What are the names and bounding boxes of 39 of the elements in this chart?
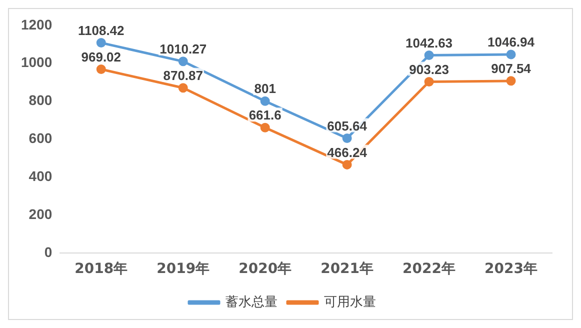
x-tick-label: 2021年 [320, 261, 374, 278]
point [424, 76, 434, 86]
data-label: 1010.27 [160, 41, 207, 56]
point [96, 64, 106, 74]
data-label: 466.24 [327, 144, 368, 160]
point [424, 50, 434, 60]
point [506, 50, 516, 60]
legend-label: 可用水量 [324, 294, 376, 310]
point [260, 96, 270, 106]
point [260, 122, 270, 132]
y-tick-label: 600 [28, 130, 52, 146]
point [178, 83, 188, 93]
y-tick-label: 1200 [20, 16, 52, 32]
data-label: 1108.42 [78, 22, 124, 38]
data-label: 1042.63 [406, 35, 453, 50]
point [178, 56, 188, 66]
y-tick-label: 1000 [20, 54, 52, 70]
y-tick-label: 800 [28, 92, 52, 108]
data-label: 870.87 [163, 68, 203, 83]
data-label: 605.64 [327, 118, 368, 134]
y-tick-label: 400 [28, 168, 52, 184]
data-label: 903.23 [409, 62, 449, 77]
y-tick-label: 200 [28, 206, 52, 222]
data-label: 661.6 [248, 108, 282, 123]
data-label: 1046.94 [488, 34, 536, 50]
point [342, 160, 352, 170]
point [506, 76, 516, 86]
y-tick-label: 0 [44, 244, 52, 260]
x-tick-label: 2018年 [74, 261, 128, 278]
legend-label: 蓄水总量 [226, 294, 278, 310]
data-label: 969.02 [81, 49, 122, 64]
point [342, 133, 352, 143]
x-tick-label: 2023年 [484, 261, 538, 278]
x-tick-label: 2019年 [156, 261, 210, 278]
data-label: 907.54 [491, 60, 532, 76]
data-label: 801 [254, 81, 276, 96]
x-tick-label: 2020年 [238, 261, 292, 278]
point [96, 38, 106, 48]
x-tick-label: 2022年 [402, 261, 456, 278]
